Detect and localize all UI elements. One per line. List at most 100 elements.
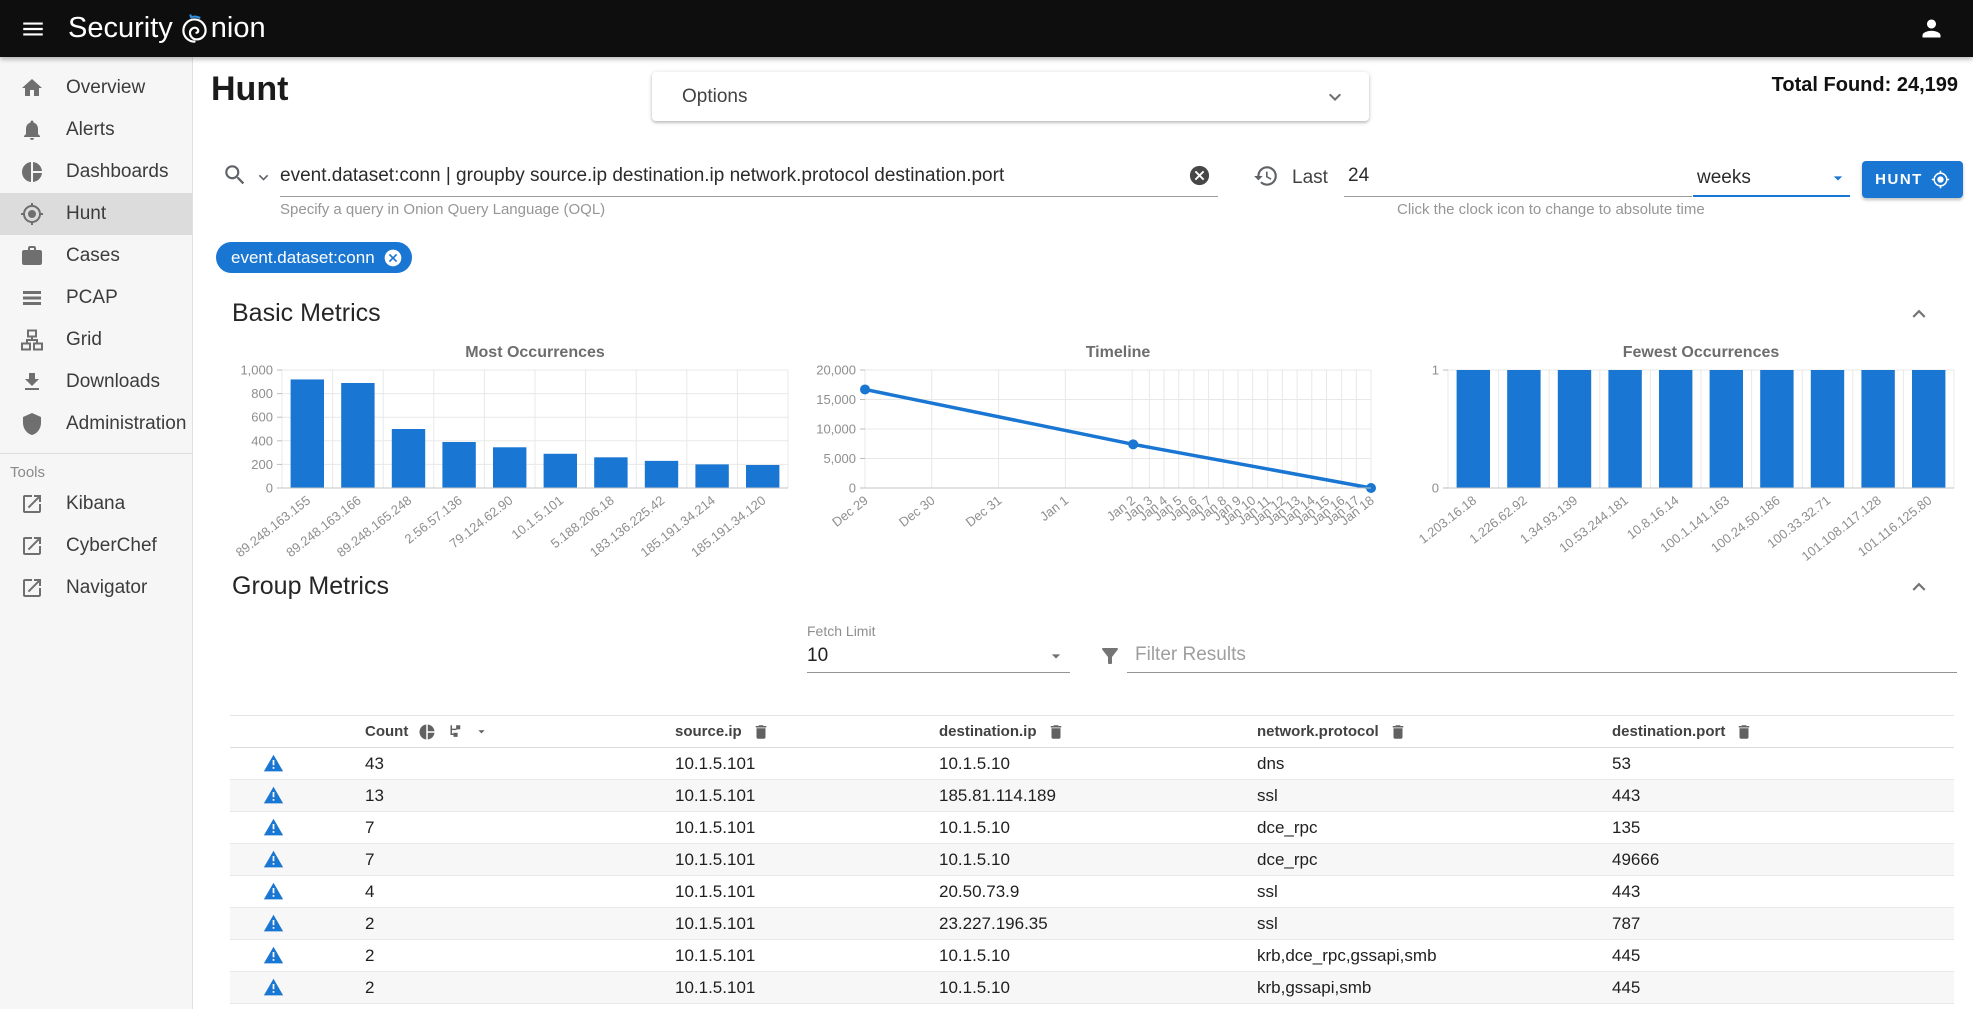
cell-network-protocol: krb,dce_rpc,gssapi,smb — [1257, 946, 1612, 966]
svg-text:0: 0 — [849, 481, 856, 496]
table-row[interactable]: 210.1.5.10123.227.196.35ssl787 — [230, 908, 1954, 940]
query-clear-icon[interactable] — [1188, 164, 1211, 187]
total-found-value: 24,199 — [1897, 74, 1958, 96]
cell-destination-ip: 10.1.5.10 — [939, 978, 1257, 998]
trash-icon[interactable] — [1389, 723, 1407, 741]
total-found: Total Found: 24,199 — [1772, 74, 1958, 97]
chart-most-occurrences[interactable]: Most Occurrences02004006008001,00089.248… — [220, 340, 803, 566]
table-row[interactable]: 210.1.5.10110.1.5.10krb,gssapi,smb445 — [230, 972, 1954, 1004]
warning-icon[interactable] — [263, 881, 284, 902]
svg-text:Dec 30: Dec 30 — [896, 493, 938, 530]
svg-text:200: 200 — [251, 457, 273, 472]
sidebar-item-pcap[interactable]: PCAP — [0, 277, 192, 319]
sidebar-item-overview[interactable]: Overview — [0, 67, 192, 109]
trash-icon[interactable] — [752, 723, 770, 741]
query-history-chevron-icon[interactable] — [254, 168, 273, 187]
options-expander[interactable]: Options — [652, 72, 1369, 121]
query-input[interactable] — [280, 160, 1218, 197]
trash-icon[interactable] — [1047, 723, 1065, 741]
group-by-icon[interactable] — [446, 723, 464, 741]
sidebar-item-cases[interactable]: Cases — [0, 235, 192, 277]
hunt-button[interactable]: HUNT — [1862, 161, 1963, 198]
cell-destination-ip: 10.1.5.10 — [939, 754, 1257, 774]
table-row[interactable]: 410.1.5.10120.50.73.9ssl443 — [230, 876, 1954, 908]
svg-text:0: 0 — [1432, 481, 1439, 496]
sidebar-nav-tools: Kibana CyberChef Navigator — [0, 483, 192, 609]
hunt-button-label: HUNT — [1875, 171, 1923, 188]
filter-chip[interactable]: event.dataset:conn — [216, 242, 412, 273]
sidebar-item-label: Grid — [66, 329, 102, 351]
home-icon — [20, 76, 44, 100]
sidebar-item-administration[interactable]: Administration — [0, 403, 192, 445]
table-row[interactable]: 1310.1.5.101185.81.114.189ssl443 — [230, 780, 1954, 812]
sidebar-item-label: Navigator — [66, 577, 147, 599]
sidebar-nav-main: Overview Alerts Dashboards Hunt Cases PC… — [0, 67, 192, 445]
chart-timeline[interactable]: Timeline05,00010,00015,00020,000Dec 29De… — [803, 340, 1386, 566]
sidebar-item-cyberchef[interactable]: CyberChef — [0, 525, 192, 567]
svg-text:400: 400 — [251, 433, 273, 448]
menu-button[interactable] — [12, 8, 54, 50]
header-cell-destination-ip: destination.ip — [939, 723, 1257, 741]
table-row[interactable]: 710.1.5.10110.1.5.10dce_rpc49666 — [230, 844, 1954, 876]
user-menu-button[interactable] — [1911, 9, 1951, 49]
cell-destination-port: 445 — [1612, 946, 1954, 966]
external-icon — [20, 576, 44, 600]
svg-text:20,000: 20,000 — [816, 363, 856, 378]
total-found-label: Total Found: — [1772, 74, 1892, 96]
brand-text-prefix: Security — [68, 12, 173, 45]
svg-text:Dec 31: Dec 31 — [963, 493, 1005, 530]
sidebar-item-navigator[interactable]: Navigator — [0, 567, 192, 609]
briefcase-icon — [20, 244, 44, 268]
cell-count: 2 — [365, 914, 675, 934]
svg-text:Jan 1: Jan 1 — [1037, 493, 1071, 524]
warning-icon[interactable] — [263, 817, 284, 838]
trash-icon[interactable] — [1735, 723, 1753, 741]
chip-remove-icon[interactable] — [383, 248, 403, 268]
svg-text:10,000: 10,000 — [816, 422, 856, 437]
cell-destination-port: 443 — [1612, 786, 1954, 806]
sidebar-item-grid[interactable]: Grid — [0, 319, 192, 361]
download-icon — [20, 370, 44, 394]
table-row[interactable]: 210.1.5.10110.1.5.10krb,dce_rpc,gssapi,s… — [230, 940, 1954, 972]
sidebar-item-dashboards[interactable]: Dashboards — [0, 151, 192, 193]
warning-icon[interactable] — [263, 977, 284, 998]
basic-metrics-collapse-icon[interactable] — [1906, 301, 1932, 327]
onion-logo-icon — [179, 14, 210, 45]
crosshair-icon — [1931, 170, 1950, 189]
dropdown-caret-icon[interactable] — [474, 724, 489, 739]
cell-source-ip: 10.1.5.101 — [675, 978, 939, 998]
chart-fewest-occurrences[interactable]: Fewest Occurrences011.203.16.181.226.62.… — [1386, 340, 1969, 566]
filter-chip-label: event.dataset:conn — [231, 248, 375, 268]
svg-text:5,000: 5,000 — [823, 451, 856, 466]
pie-chart-icon[interactable] — [418, 723, 436, 741]
sidebar-item-alerts[interactable]: Alerts — [0, 109, 192, 151]
cell-source-ip: 10.1.5.101 — [675, 882, 939, 902]
cell-source-ip: 10.1.5.101 — [675, 786, 939, 806]
warning-icon[interactable] — [263, 785, 284, 806]
cell-count: 4 — [365, 882, 675, 902]
sidebar-item-hunt[interactable]: Hunt — [0, 193, 192, 235]
lines-icon — [20, 286, 44, 310]
svg-text:Most Occurrences: Most Occurrences — [465, 344, 605, 361]
sidebar-item-label: Overview — [66, 77, 145, 99]
search-icon[interactable] — [222, 162, 248, 188]
svg-text:1,000: 1,000 — [240, 363, 273, 378]
table-row[interactable]: 4310.1.5.10110.1.5.10dns53 — [230, 748, 1954, 780]
group-metrics-collapse-icon[interactable] — [1906, 574, 1932, 600]
warning-icon[interactable] — [263, 945, 284, 966]
time-unit-select[interactable]: weeks — [1693, 160, 1850, 197]
warning-icon[interactable] — [263, 753, 284, 774]
sidebar-item-downloads[interactable]: Downloads — [0, 361, 192, 403]
time-range-value-input[interactable] — [1344, 160, 1692, 197]
filter-results-input[interactable] — [1127, 640, 1957, 673]
warning-icon[interactable] — [263, 849, 284, 870]
fetch-limit-select[interactable]: 10 — [807, 640, 1070, 673]
warning-icon[interactable] — [263, 913, 284, 934]
table-row[interactable]: 710.1.5.10110.1.5.10dce_rpc135 — [230, 812, 1954, 844]
cell-destination-ip: 23.227.196.35 — [939, 914, 1257, 934]
filter-icon — [1098, 644, 1122, 668]
time-range-prefix: Last — [1292, 167, 1328, 189]
clock-history-icon[interactable] — [1253, 163, 1279, 189]
sidebar-item-kibana[interactable]: Kibana — [0, 483, 192, 525]
hamburger-icon — [20, 16, 46, 42]
